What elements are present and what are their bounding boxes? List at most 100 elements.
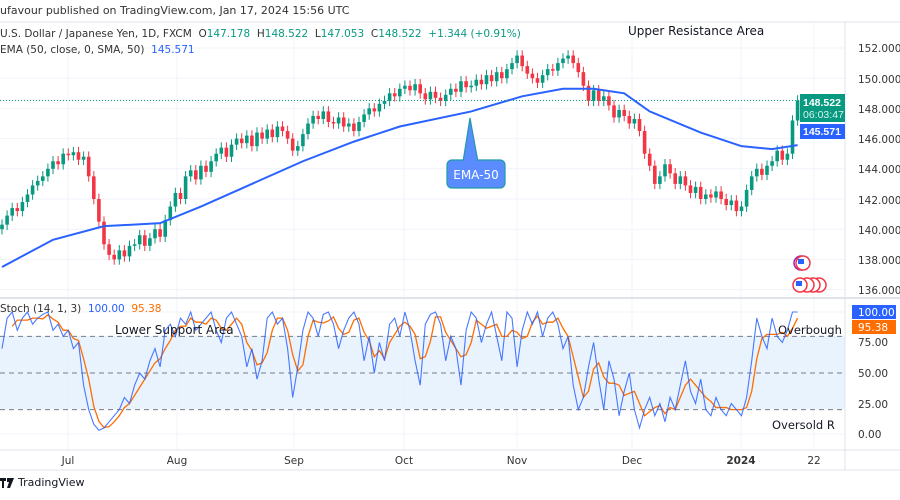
stoch-k-line: [1, 310, 798, 432]
candle: [785, 148, 790, 166]
candle-body: [81, 156, 86, 160]
candle-body: [770, 161, 774, 166]
candle: [637, 113, 642, 137]
candle-body: [163, 220, 167, 237]
candle-body: [46, 168, 50, 177]
candle-body: [153, 229, 157, 239]
candle: [739, 201, 744, 217]
candle: [566, 50, 570, 64]
stoch-legend[interactable]: Stoch (14, 1, 3) 100.00 95.38: [0, 303, 161, 315]
candle: [627, 110, 632, 129]
candle-body: [704, 194, 708, 199]
candle-body: [479, 79, 484, 85]
candle-body: [290, 138, 295, 151]
candle-body: [484, 75, 489, 85]
candle: [515, 50, 519, 69]
price-axis[interactable]: 152.000 150.000 148.000 146.000 144.000 …: [800, 43, 900, 297]
candle: [35, 175, 40, 191]
stoch-axis[interactable]: 100.00 95.38 75.00 50.00 25.00 0.00: [852, 305, 896, 441]
candle: [188, 165, 193, 182]
candle-body: [678, 176, 683, 184]
candle-body: [270, 129, 275, 138]
candle: [245, 130, 249, 149]
candle-body: [780, 150, 785, 160]
candle: [642, 125, 647, 159]
stoch-k-axis-label: 100.00: [858, 307, 895, 319]
ema-50-callout[interactable]: EMA-50: [446, 117, 506, 189]
stoch-d-badge: [852, 320, 896, 334]
candle-body: [566, 55, 570, 59]
candle: [520, 50, 524, 72]
stoch-k-value: 100.00: [87, 303, 125, 315]
candle-body: [168, 206, 173, 221]
candle: [311, 110, 315, 129]
candle-body: [367, 108, 371, 115]
ema-legend[interactable]: EMA (50, close, 0, SMA, 50) 145.571: [0, 44, 195, 56]
candle-body: [551, 69, 555, 71]
candle: [25, 189, 30, 208]
candle-body: [183, 176, 188, 199]
symbol-legend[interactable]: U.S. Dollar / Japanese Yen, 1D, FXCM O14…: [0, 28, 521, 40]
candle: [234, 133, 239, 150]
candle-body: [760, 168, 764, 175]
candle-body: [413, 84, 417, 91]
stoch-d-axis-label: 95.38: [858, 322, 888, 334]
candle: [321, 106, 326, 125]
candle-body: [612, 105, 616, 118]
candle: [770, 155, 774, 172]
price-tick: 144.000: [858, 164, 900, 176]
candle: [698, 181, 703, 205]
candle-body: [408, 85, 412, 91]
economic-events[interactable]: [792, 255, 827, 293]
time-axis[interactable]: Jul Aug Sep Oct Nov Dec 2024 22: [61, 455, 821, 467]
candle: [204, 160, 208, 178]
candle: [352, 118, 356, 137]
candle: [653, 160, 657, 190]
candle-body: [464, 81, 468, 88]
candle: [489, 69, 494, 87]
candle-body: [418, 84, 422, 94]
candle: [331, 116, 336, 129]
candle-body: [56, 161, 60, 165]
candle: [673, 168, 677, 190]
candle-body: [658, 176, 662, 184]
candle: [540, 69, 545, 89]
tradingview-footer[interactable]: TradingView: [0, 476, 84, 489]
candle-body: [204, 165, 208, 172]
candle: [51, 155, 55, 175]
candle-body: [51, 161, 55, 169]
candle: [168, 201, 173, 226]
candle-body: [581, 72, 586, 86]
candle-body: [739, 206, 744, 212]
overbought-label[interactable]: Overbough: [778, 323, 842, 337]
candle: [780, 145, 785, 166]
candle-body: [122, 250, 127, 257]
candle-body: [586, 85, 591, 101]
candle: [551, 63, 555, 76]
candle-body: [321, 111, 326, 119]
candle: [46, 163, 50, 182]
upper-resistance-label[interactable]: Upper Resistance Area: [628, 24, 764, 38]
candle: [392, 88, 397, 102]
candle: [219, 142, 224, 159]
candle-body: [229, 144, 234, 157]
time-tick: Dec: [622, 455, 643, 467]
candle-body: [71, 152, 76, 156]
oversold-label[interactable]: Oversold R: [772, 418, 835, 432]
candle-body: [591, 90, 596, 101]
candle-body: [357, 121, 361, 132]
candle: [214, 148, 218, 167]
candle-body: [673, 173, 677, 184]
candle: [714, 186, 718, 203]
ema-callout-text: EMA-50: [453, 168, 498, 182]
candle-body: [744, 189, 749, 207]
lower-support-label[interactable]: Lower Support Area: [115, 323, 234, 337]
current-price-label: 148.522: [803, 97, 841, 109]
candle: [158, 223, 162, 243]
candle-body: [66, 153, 71, 156]
candle-body: [489, 75, 494, 82]
candle: [688, 180, 693, 199]
candle-body: [637, 118, 642, 132]
candle-body: [158, 229, 162, 237]
